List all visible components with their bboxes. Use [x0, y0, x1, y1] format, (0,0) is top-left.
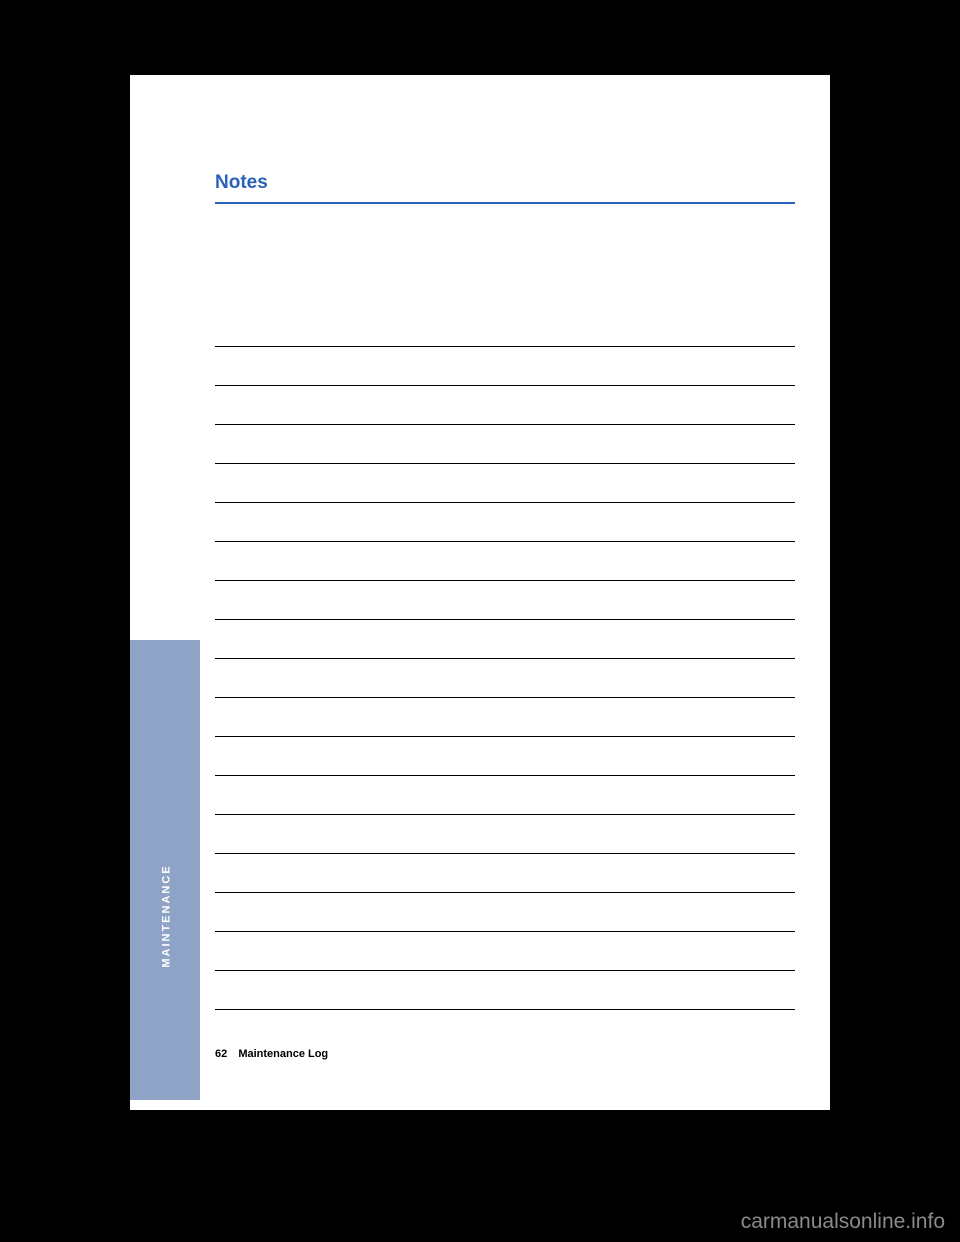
note-line [215, 659, 795, 698]
tab-label: MAINTENANCE [161, 864, 173, 967]
note-line [215, 893, 795, 932]
note-line [215, 776, 795, 815]
note-line [215, 386, 795, 425]
page-number: 62 [215, 1048, 227, 1060]
note-line [215, 932, 795, 971]
note-line [215, 503, 795, 542]
footer-section-label: Maintenance Log [238, 1048, 328, 1060]
note-line [215, 698, 795, 737]
note-line [215, 815, 795, 854]
page-footer: 62 Maintenance Log [215, 1048, 328, 1060]
note-line [215, 464, 795, 503]
note-line [215, 854, 795, 893]
note-line [215, 971, 795, 1010]
document-page: MAINTENANCE Notes 62 Maintenance Log [130, 75, 830, 1110]
note-line [215, 581, 795, 620]
section-tab: MAINTENANCE [130, 640, 200, 1100]
page-title: Notes [215, 172, 795, 194]
note-line [215, 542, 795, 581]
note-line [215, 737, 795, 776]
notes-lines-container [215, 308, 795, 1010]
title-underline [215, 202, 795, 204]
note-line [215, 620, 795, 659]
note-line [215, 347, 795, 386]
note-line [215, 425, 795, 464]
note-line [215, 308, 795, 347]
watermark-text: carmanualsonline.info [741, 1210, 945, 1234]
content-area: Notes [215, 172, 795, 1010]
